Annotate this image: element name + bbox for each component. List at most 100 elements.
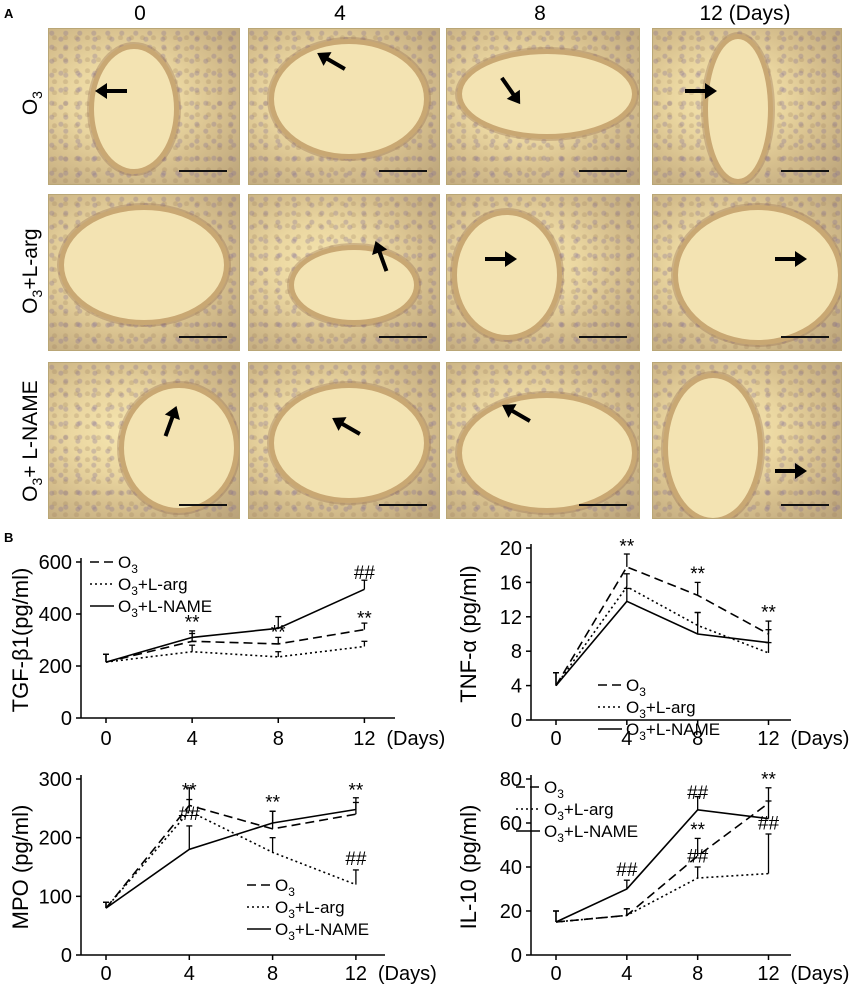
x-tick-label: 4 — [187, 728, 198, 750]
airway-lumen — [703, 34, 773, 184]
scale-bar — [379, 170, 427, 172]
airway-lumen — [89, 44, 179, 174]
significance-marker: ## — [179, 804, 201, 825]
x-tick-label: 0 — [550, 963, 561, 985]
series-line-dotted — [105, 810, 357, 909]
row-label-o3-l-arg: O3+L-arg — [18, 228, 46, 314]
x-tick-label: 8 — [267, 963, 278, 985]
series-line-solid — [555, 808, 769, 923]
arrow-icon — [163, 405, 180, 437]
y-tick-label: 60 — [500, 813, 522, 835]
legend-label: O3+L-NAME — [626, 720, 720, 743]
day-header-4: 4 — [334, 2, 346, 25]
scale-bar — [579, 170, 627, 172]
x-axis-label: (Days) — [791, 963, 850, 985]
scale-bar — [179, 336, 227, 338]
panel-a-letter: A — [4, 6, 14, 21]
series-line-solid — [105, 588, 365, 663]
x-tick-label: 8 — [273, 728, 284, 750]
significance-marker: ## — [345, 849, 367, 870]
airway-lumen — [663, 373, 763, 518]
y-tick-label: 16 — [500, 572, 522, 594]
micrograph-r1-c4 — [652, 28, 842, 185]
micrograph-r1-c3 — [446, 28, 640, 185]
legend-label: O3+L-arg — [544, 800, 614, 823]
significance-marker: ## — [687, 847, 709, 868]
significance-marker: ** — [619, 536, 634, 557]
y-tick-label: 40 — [500, 857, 522, 879]
significance-marker: ** — [185, 612, 200, 633]
x-tick-label: 4 — [184, 963, 195, 985]
arrow-icon — [332, 417, 361, 436]
airway-lumen — [269, 383, 429, 503]
row-label-o3: O3 — [18, 91, 46, 116]
arrow-icon — [485, 251, 517, 267]
y-tick-label: 400 — [39, 604, 72, 626]
micrograph-r3-c3 — [446, 362, 640, 519]
scale-bar — [579, 336, 627, 338]
airway-lumen — [457, 49, 637, 139]
significance-marker: ** — [265, 792, 280, 813]
micrograph-r1-c1 — [48, 28, 240, 185]
x-tick-label: 0 — [100, 963, 111, 985]
scale-bar — [179, 504, 227, 506]
day-header-0: 0 — [134, 2, 146, 25]
series-line-dashed — [105, 804, 357, 909]
airway-lumen — [452, 210, 562, 340]
airway-lumen — [289, 245, 419, 325]
y-tick-label: 300 — [39, 769, 72, 791]
y-tick-label: 0 — [511, 710, 522, 732]
series-line-dashed — [105, 628, 365, 663]
micrograph-r3-c2 — [248, 362, 440, 519]
y-tick-label: 20 — [500, 538, 522, 560]
significance-marker: ** — [182, 781, 197, 802]
x-tick-label: 12 — [353, 728, 375, 750]
scale-bar — [781, 504, 829, 506]
legend-label: O3+L-arg — [275, 898, 345, 921]
y-tick-label: 0 — [61, 708, 72, 730]
x-tick-label: 0 — [100, 728, 111, 750]
arrow-icon — [685, 83, 717, 99]
legend-label: O3 — [626, 676, 646, 699]
significance-marker: ** — [690, 820, 705, 841]
x-tick-label: 12 — [757, 728, 779, 750]
y-axis-label: IL-10 (pg/ml) — [456, 805, 481, 930]
day-header-12: 12 (Days) — [699, 2, 791, 25]
y-tick-label: 100 — [39, 886, 72, 908]
scale-bar — [781, 170, 829, 172]
micrograph-r2-c4 — [652, 194, 842, 351]
scale-bar — [179, 170, 227, 172]
x-tick-label: 4 — [621, 963, 632, 985]
arrow-icon — [502, 404, 531, 423]
series-line-dotted — [105, 645, 365, 663]
y-tick-label: 8 — [511, 641, 522, 663]
x-axis-label: (Days) — [791, 728, 850, 750]
significance-marker: ** — [271, 623, 286, 644]
airway-lumen — [59, 205, 229, 325]
legend-label: O3+L-NAME — [544, 822, 638, 845]
day-header-8: 8 — [534, 2, 546, 25]
tnf-alpha-chart: 0 4 8 12 16 20 0 4 8 12 (Days) TNF-α (pg/ml) ** ** ** O… — [456, 536, 850, 750]
x-tick-label: 12 — [757, 963, 779, 985]
series-line-dashed — [555, 565, 769, 687]
y-tick-label: 4 — [511, 676, 522, 698]
y-tick-label: 200 — [39, 656, 72, 678]
significance-marker: ** — [357, 608, 372, 629]
significance-marker: ## — [354, 563, 376, 584]
airway-lumen — [269, 39, 429, 159]
y-axis-label: TGF-β1(pg/ml) — [8, 568, 33, 713]
micrograph-r2-c1 — [48, 194, 240, 351]
significance-marker: ** — [690, 564, 705, 585]
x-tick-label: 8 — [692, 728, 703, 750]
micrograph-r1-c2 — [248, 28, 440, 185]
x-tick-label: 8 — [692, 963, 703, 985]
significance-marker: ** — [761, 603, 776, 624]
micrograph-r3-c1 — [48, 362, 240, 519]
legend-label: O3+L-arg — [118, 575, 188, 598]
y-tick-label: 0 — [61, 945, 72, 967]
panel-b-letter: B — [4, 530, 14, 545]
series-line-dotted — [555, 872, 769, 923]
y-tick-label: 200 — [39, 828, 72, 850]
y-tick-label: 0 — [511, 945, 522, 967]
